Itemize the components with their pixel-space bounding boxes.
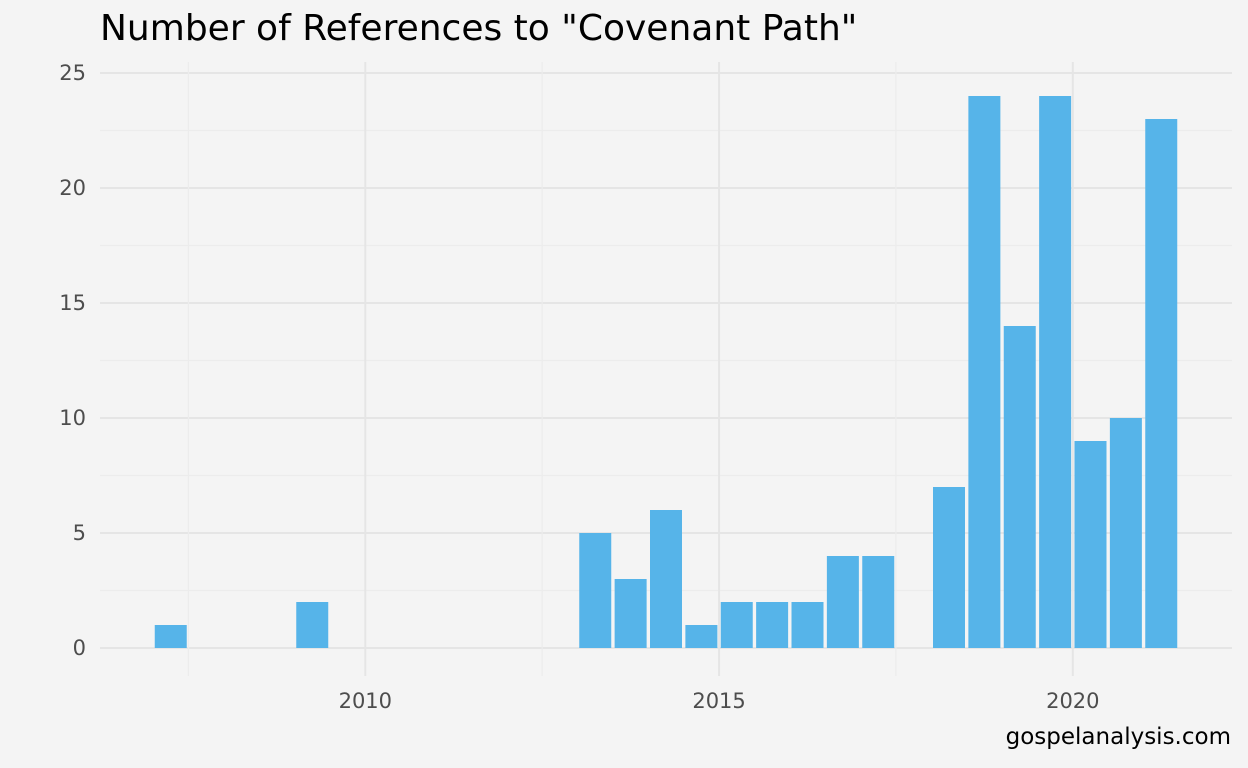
y-tick-label: 0 <box>73 636 86 660</box>
bar <box>579 533 612 648</box>
y-tick-label: 20 <box>59 176 86 200</box>
bar <box>650 510 682 648</box>
bar <box>1039 96 1072 648</box>
y-tick-label: 10 <box>59 406 86 430</box>
bar <box>1074 441 1107 648</box>
bar <box>756 602 789 648</box>
y-tick-label: 25 <box>59 61 86 85</box>
bar <box>685 625 718 648</box>
bar <box>1145 119 1178 648</box>
bar <box>862 556 895 648</box>
bar <box>1003 326 1036 648</box>
bar <box>614 579 647 648</box>
y-tick-label: 15 <box>59 291 86 315</box>
source-caption: gospelanalysis.com <box>1005 724 1231 750</box>
bar <box>296 602 329 648</box>
bar <box>968 96 1001 648</box>
chart-title: Number of References to "Covenant Path" <box>100 8 858 49</box>
bar <box>826 556 859 648</box>
x-tick-label: 2010 <box>339 689 392 713</box>
x-tick-label: 2020 <box>1046 689 1099 713</box>
bar <box>933 487 965 648</box>
bars <box>154 96 1178 648</box>
bar <box>791 602 824 648</box>
bar <box>1109 418 1142 648</box>
y-tick-label: 5 <box>73 521 86 545</box>
bar <box>720 602 753 648</box>
x-tick-label: 2015 <box>692 689 745 713</box>
bar <box>154 625 187 648</box>
x-axis-tick-labels: 2010 2015 2020 <box>339 689 1100 713</box>
y-axis-tick-labels: 0 5 10 15 20 25 <box>59 61 86 660</box>
